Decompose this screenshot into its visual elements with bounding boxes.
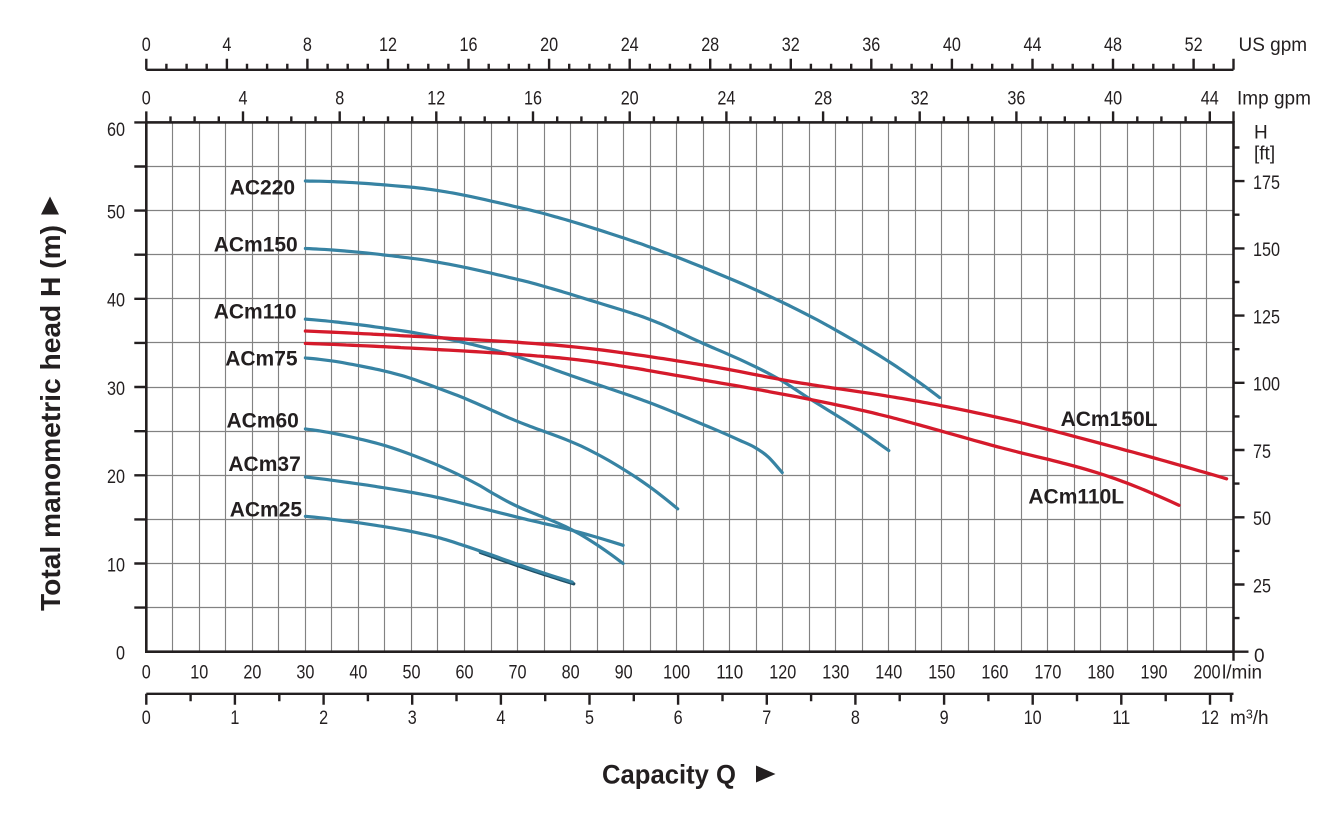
svg-text:200: 200 — [1194, 662, 1221, 683]
svg-text:8: 8 — [335, 88, 344, 109]
svg-text:30: 30 — [107, 379, 125, 400]
svg-text:160: 160 — [981, 662, 1008, 683]
svg-text:10: 10 — [107, 555, 125, 576]
svg-text:1: 1 — [230, 708, 239, 729]
svg-text:3: 3 — [408, 708, 417, 729]
svg-text:ACm25: ACm25 — [230, 499, 303, 522]
svg-text:11: 11 — [1112, 708, 1130, 729]
svg-text:Total manometric head H (m): Total manometric head H (m) — [35, 225, 66, 611]
svg-text:20: 20 — [107, 467, 125, 488]
svg-text:190: 190 — [1141, 662, 1168, 683]
svg-text:110: 110 — [716, 662, 743, 683]
svg-text:150: 150 — [1253, 240, 1280, 261]
svg-text:5: 5 — [585, 708, 594, 729]
svg-text:Capacity Q: Capacity Q — [602, 760, 736, 790]
svg-text:4: 4 — [222, 35, 231, 56]
svg-text:0: 0 — [142, 88, 151, 109]
svg-text:28: 28 — [814, 88, 832, 109]
svg-text:40: 40 — [943, 35, 961, 56]
svg-text:36: 36 — [862, 35, 880, 56]
svg-text:140: 140 — [875, 662, 902, 683]
svg-text:40: 40 — [1104, 88, 1122, 109]
svg-text:0: 0 — [142, 662, 151, 683]
svg-text:24: 24 — [621, 35, 639, 56]
svg-text:32: 32 — [782, 35, 800, 56]
svg-text:60: 60 — [456, 662, 474, 683]
svg-text:20: 20 — [243, 662, 261, 683]
svg-text:16: 16 — [524, 88, 542, 109]
svg-text:48: 48 — [1104, 35, 1122, 56]
svg-text:100: 100 — [663, 662, 690, 683]
svg-text:24: 24 — [717, 88, 735, 109]
svg-text:20: 20 — [540, 35, 558, 56]
svg-text:52: 52 — [1185, 35, 1203, 56]
svg-text:12: 12 — [379, 35, 397, 56]
svg-text:130: 130 — [822, 662, 849, 683]
svg-text:6: 6 — [674, 708, 683, 729]
svg-text:28: 28 — [701, 35, 719, 56]
svg-text:12: 12 — [427, 88, 445, 109]
svg-text:2: 2 — [319, 708, 328, 729]
svg-text:50: 50 — [107, 202, 125, 223]
svg-text:50: 50 — [1253, 509, 1271, 530]
svg-text:175: 175 — [1253, 173, 1280, 194]
svg-text:180: 180 — [1087, 662, 1114, 683]
svg-text:ACm110L: ACm110L — [1028, 485, 1124, 508]
svg-text:H: H — [1254, 122, 1268, 143]
svg-text:16: 16 — [460, 35, 478, 56]
svg-text:125: 125 — [1253, 307, 1280, 328]
svg-text:120: 120 — [769, 662, 796, 683]
svg-text:30: 30 — [296, 662, 314, 683]
svg-text:36: 36 — [1007, 88, 1025, 109]
svg-text:170: 170 — [1034, 662, 1061, 683]
svg-text:60: 60 — [107, 120, 125, 141]
svg-text:10: 10 — [1024, 708, 1042, 729]
svg-text:Imp gpm: Imp gpm — [1237, 88, 1311, 109]
svg-text:32: 32 — [911, 88, 929, 109]
svg-text:4: 4 — [496, 708, 505, 729]
svg-text:20: 20 — [621, 88, 639, 109]
svg-text:8: 8 — [851, 708, 860, 729]
svg-text:7: 7 — [762, 708, 771, 729]
svg-text:0: 0 — [142, 35, 151, 56]
svg-text:ACm75: ACm75 — [225, 348, 298, 371]
svg-text:ACm150L: ACm150L — [1061, 408, 1158, 431]
svg-text:ACm37: ACm37 — [228, 453, 300, 476]
svg-text:12: 12 — [1201, 708, 1219, 729]
svg-text:44: 44 — [1201, 88, 1219, 109]
svg-text:ACm60: ACm60 — [227, 410, 299, 433]
svg-text:50: 50 — [403, 662, 421, 683]
svg-text:0: 0 — [1254, 646, 1265, 667]
svg-text:[ft]: [ft] — [1254, 143, 1275, 164]
svg-text:44: 44 — [1024, 35, 1042, 56]
svg-text:75: 75 — [1253, 442, 1271, 463]
svg-text:150: 150 — [928, 662, 955, 683]
svg-text:ACm110: ACm110 — [214, 301, 297, 324]
svg-text:ACm150: ACm150 — [214, 234, 298, 257]
svg-text:0: 0 — [116, 644, 125, 665]
svg-text:90: 90 — [615, 662, 633, 683]
svg-text:80: 80 — [562, 662, 580, 683]
svg-text:0: 0 — [142, 708, 151, 729]
svg-text:100: 100 — [1253, 375, 1280, 396]
svg-text:4: 4 — [239, 88, 248, 109]
svg-text:70: 70 — [509, 662, 527, 683]
svg-text:m3/h: m3/h — [1230, 707, 1269, 729]
svg-text:40: 40 — [107, 291, 125, 312]
svg-text:40: 40 — [349, 662, 367, 683]
svg-text:25: 25 — [1253, 576, 1271, 597]
svg-text:AC220: AC220 — [230, 177, 295, 200]
svg-text:8: 8 — [303, 35, 312, 56]
svg-text:US gpm: US gpm — [1239, 35, 1308, 56]
svg-text:10: 10 — [190, 662, 208, 683]
svg-text:9: 9 — [940, 708, 949, 729]
svg-text:l/min: l/min — [1222, 662, 1262, 683]
